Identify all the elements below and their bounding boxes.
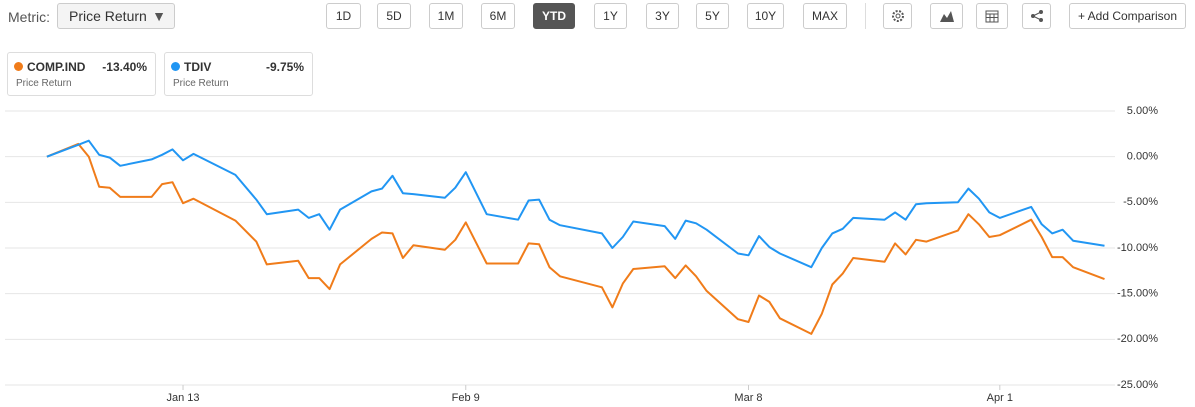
range-button[interactable]: 1Y — [594, 3, 627, 29]
table-button[interactable] — [976, 3, 1008, 29]
share-icon — [1030, 10, 1043, 22]
range-button[interactable]: 1D — [326, 3, 361, 29]
legend-subtitle: Price Return — [16, 78, 72, 89]
legend-dot — [14, 62, 23, 71]
y-tick-label: -5.00% — [1123, 196, 1158, 208]
gear-icon — [891, 10, 904, 22]
legend-value: -9.75% — [265, 60, 304, 74]
dropdown-arrow: ▼ — [152, 8, 166, 24]
legend-name: TDIV — [184, 60, 212, 74]
range-button[interactable]: MAX — [803, 3, 847, 29]
separator — [865, 3, 866, 29]
range-button[interactable]: 5D — [377, 3, 411, 29]
x-tick-label: Mar 8 — [734, 392, 762, 404]
settings-button[interactable] — [883, 3, 912, 29]
x-tick-label: Feb 9 — [452, 392, 480, 404]
x-tick-label: Apr 1 — [987, 392, 1013, 404]
range-button[interactable]: 5Y — [696, 3, 729, 29]
y-tick-label: -15.00% — [1117, 288, 1158, 300]
series-line — [46, 139, 1105, 269]
legend-name: COMP.IND — [27, 60, 86, 74]
y-tick-label: -25.00% — [1117, 379, 1158, 391]
legend-dot — [171, 62, 180, 71]
y-tick-label: -20.00% — [1117, 333, 1158, 345]
legend-subtitle: Price Return — [173, 78, 229, 89]
y-tick-label: 5.00% — [1127, 105, 1158, 117]
table-icon — [985, 10, 999, 22]
metric-dropdown[interactable]: Price Return ▼ — [57, 3, 175, 29]
add-comparison-button[interactable]: + Add Comparison — [1069, 3, 1186, 29]
x-tick-label: Jan 13 — [167, 392, 200, 404]
y-tick-label: 0.00% — [1127, 151, 1158, 163]
range-button[interactable]: 1M — [429, 3, 463, 29]
legend-item[interactable]: COMP.IND -13.40% Price Return — [7, 52, 156, 96]
range-button[interactable]: 10Y — [747, 3, 784, 29]
mountain-icon — [939, 11, 954, 22]
range-button[interactable]: 3Y — [646, 3, 679, 29]
metric-value: Price Return — [69, 8, 147, 24]
y-tick-label: -10.00% — [1117, 242, 1158, 254]
legend-item[interactable]: TDIV -9.75% Price Return — [164, 52, 313, 96]
range-button[interactable]: 6M — [481, 3, 515, 29]
legend-value: -13.40% — [102, 60, 147, 74]
range-button[interactable]: YTD — [533, 3, 575, 29]
series-line — [46, 142, 1105, 335]
share-button[interactable] — [1022, 3, 1051, 29]
chart-type-button[interactable] — [930, 3, 963, 29]
metric-label: Metric: — [8, 9, 50, 25]
